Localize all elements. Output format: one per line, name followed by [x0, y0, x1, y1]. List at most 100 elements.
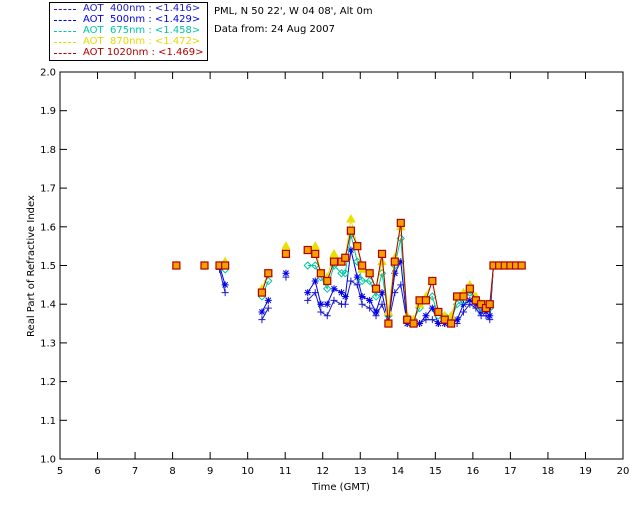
y-tick-label: 1.3 [40, 338, 56, 349]
data-point [366, 304, 374, 312]
y-tick-label: 2.0 [40, 68, 56, 79]
data-point [221, 261, 230, 270]
legend-item-500: AOT 500nm : <1.429> [50, 14, 207, 26]
data-point [323, 300, 331, 308]
data-point [453, 316, 461, 324]
data-point [347, 277, 355, 285]
data-point [391, 269, 399, 277]
data-point [421, 296, 431, 305]
data-point [221, 289, 229, 297]
data-point [323, 312, 331, 320]
x-tick-label: 5 [57, 466, 63, 477]
data-point [358, 292, 366, 300]
data-point [311, 249, 320, 258]
y-tick-label: 1.5 [40, 261, 56, 272]
data-point [353, 257, 362, 266]
data-point [264, 296, 272, 304]
data-point [409, 319, 418, 328]
data-point [422, 312, 430, 320]
data-point [465, 284, 474, 293]
x-tick-label: 16 [466, 466, 479, 477]
data-point [365, 269, 374, 278]
data-point [378, 289, 386, 297]
x-tick-label: 14 [391, 466, 404, 477]
x-tick-label: 11 [279, 466, 292, 477]
legend-item-400: AOT 400nm : <1.416> [50, 3, 207, 15]
legend-label: AOT 1020nm : <1.469> [83, 47, 204, 58]
data-point [377, 249, 387, 258]
data-point [317, 308, 325, 316]
data-point [282, 269, 290, 277]
data-point [372, 308, 380, 316]
x-tick-label: 12 [316, 466, 329, 477]
data-point [428, 316, 436, 324]
data-point [281, 249, 291, 258]
data-point [357, 276, 367, 286]
data-point [258, 308, 266, 316]
data-point [366, 296, 374, 304]
data-point [330, 296, 338, 304]
data-point [459, 292, 468, 301]
data-point [428, 304, 436, 312]
data-point [384, 319, 393, 328]
data-point [486, 312, 494, 320]
x-tick-label: 17 [504, 466, 517, 477]
y-tick-label: 1.6 [40, 222, 56, 233]
x-tick-label: 9 [207, 466, 213, 477]
data-point [371, 292, 381, 301]
data-point [264, 304, 272, 312]
data-point [371, 284, 381, 293]
data-point [264, 269, 273, 278]
data-point [341, 253, 350, 262]
data-point [428, 276, 437, 286]
series-line [219, 269, 226, 293]
data-point [396, 218, 405, 228]
series-aot-1020nm [172, 218, 526, 328]
data-point [303, 245, 312, 255]
data-point [323, 284, 332, 293]
data-point [485, 300, 494, 309]
x-tick-label: 18 [542, 466, 555, 477]
legend-swatch [54, 42, 76, 43]
x-tick-label: 20 [617, 466, 630, 477]
data-point [330, 285, 338, 293]
date-info: Data from: 24 Aug 2007 [214, 24, 335, 35]
series-line [261, 307, 269, 320]
data-point [347, 246, 355, 254]
data-point [390, 257, 399, 266]
data-point [310, 241, 321, 250]
legend-item-675: AOT 675nm : <1.458> [50, 25, 207, 37]
legend-swatch [54, 20, 76, 21]
data-point [200, 261, 209, 270]
data-point [446, 319, 456, 328]
data-point [257, 288, 267, 297]
y-tick-label: 1.1 [40, 416, 56, 427]
data-point [338, 289, 345, 297]
data-point [346, 214, 356, 223]
data-point [172, 261, 181, 270]
data-point [434, 307, 443, 317]
data-point [517, 261, 526, 270]
data-point [358, 261, 367, 270]
legend-item-1020: AOT 1020nm : <1.469> [50, 47, 207, 59]
y-tick-label: 1.4 [40, 300, 56, 311]
data-point [311, 261, 320, 270]
data-point [353, 242, 362, 251]
legend-label: AOT 675nm : <1.458> [83, 25, 201, 36]
y-tick-label: 1.8 [40, 145, 56, 156]
x-tick-label: 10 [241, 466, 254, 477]
data-point [341, 300, 349, 308]
data-point [383, 306, 394, 316]
legend-label: AOT 400nm : <1.416> [83, 3, 201, 14]
data-point [317, 300, 325, 308]
data-point [303, 261, 312, 270]
x-tick-label: 8 [169, 466, 175, 477]
series-aot-675nm [172, 230, 526, 324]
legend-swatch [54, 31, 76, 32]
series-line [261, 300, 269, 313]
data-point [341, 292, 349, 300]
data-point [316, 269, 325, 278]
legend-swatch [54, 9, 76, 10]
data-point [346, 226, 355, 235]
